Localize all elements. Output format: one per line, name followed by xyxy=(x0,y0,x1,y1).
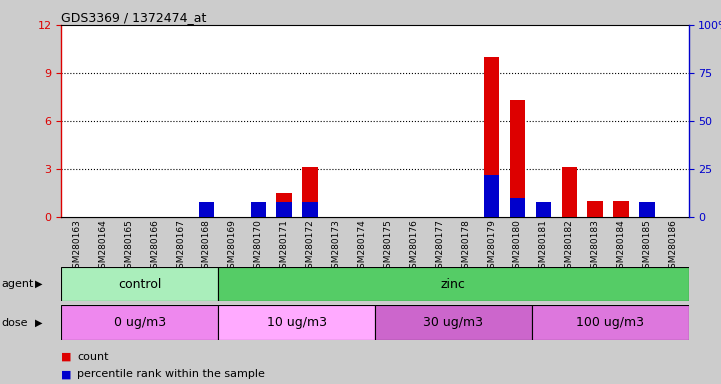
Bar xyxy=(250,202,266,217)
Text: 30 ug/m3: 30 ug/m3 xyxy=(423,316,483,329)
Text: GSM280167: GSM280167 xyxy=(176,219,185,274)
Bar xyxy=(614,201,629,217)
Text: GSM280181: GSM280181 xyxy=(539,219,548,274)
Text: GSM280170: GSM280170 xyxy=(254,219,262,274)
Text: count: count xyxy=(77,352,109,362)
Text: dose: dose xyxy=(1,318,28,328)
Text: GSM280166: GSM280166 xyxy=(150,219,159,274)
Text: GSM280168: GSM280168 xyxy=(202,219,211,274)
Text: GSM280164: GSM280164 xyxy=(98,219,107,274)
Text: 100 ug/m3: 100 ug/m3 xyxy=(576,316,644,329)
Text: ■: ■ xyxy=(61,369,72,379)
Bar xyxy=(510,100,526,217)
Bar xyxy=(218,305,375,340)
Text: GSM280172: GSM280172 xyxy=(306,219,314,274)
Text: control: control xyxy=(118,278,162,291)
Text: GSM280182: GSM280182 xyxy=(565,219,574,274)
Bar xyxy=(484,175,500,217)
Text: ▶: ▶ xyxy=(35,318,42,328)
Bar xyxy=(276,202,292,217)
Text: GSM280169: GSM280169 xyxy=(228,219,237,274)
Bar xyxy=(276,193,292,217)
Bar xyxy=(640,202,655,217)
Bar xyxy=(199,202,214,217)
Text: GSM280174: GSM280174 xyxy=(358,219,366,274)
Text: percentile rank within the sample: percentile rank within the sample xyxy=(77,369,265,379)
Text: GSM280186: GSM280186 xyxy=(668,219,678,274)
Text: GSM280171: GSM280171 xyxy=(280,219,288,274)
Text: 0 ug/m3: 0 ug/m3 xyxy=(114,316,166,329)
Text: GSM280165: GSM280165 xyxy=(124,219,133,274)
Bar xyxy=(510,198,526,217)
Bar xyxy=(61,267,218,301)
Text: GSM280176: GSM280176 xyxy=(410,219,418,274)
Bar xyxy=(218,267,689,301)
Text: GSM280185: GSM280185 xyxy=(642,219,652,274)
Text: zinc: zinc xyxy=(441,278,466,291)
Text: GSM280173: GSM280173 xyxy=(332,219,340,274)
Bar xyxy=(375,305,531,340)
Text: GSM280175: GSM280175 xyxy=(384,219,392,274)
Text: ▶: ▶ xyxy=(35,279,42,289)
Text: GSM280163: GSM280163 xyxy=(72,219,81,274)
Bar xyxy=(61,305,218,340)
Bar xyxy=(484,57,500,217)
Text: GSM280179: GSM280179 xyxy=(487,219,496,274)
Bar xyxy=(302,202,318,217)
Text: GSM280180: GSM280180 xyxy=(513,219,522,274)
Text: ■: ■ xyxy=(61,352,72,362)
Bar xyxy=(562,167,577,217)
Text: agent: agent xyxy=(1,279,34,289)
Text: GSM280184: GSM280184 xyxy=(616,219,626,274)
Bar xyxy=(302,167,318,217)
Text: GSM280183: GSM280183 xyxy=(590,219,600,274)
Bar xyxy=(536,202,551,217)
Bar xyxy=(531,305,689,340)
Text: GSM280177: GSM280177 xyxy=(435,219,444,274)
Text: GSM280178: GSM280178 xyxy=(461,219,470,274)
Bar xyxy=(588,201,603,217)
Text: GDS3369 / 1372474_at: GDS3369 / 1372474_at xyxy=(61,12,207,25)
Bar xyxy=(640,209,655,217)
Text: 10 ug/m3: 10 ug/m3 xyxy=(267,316,327,329)
